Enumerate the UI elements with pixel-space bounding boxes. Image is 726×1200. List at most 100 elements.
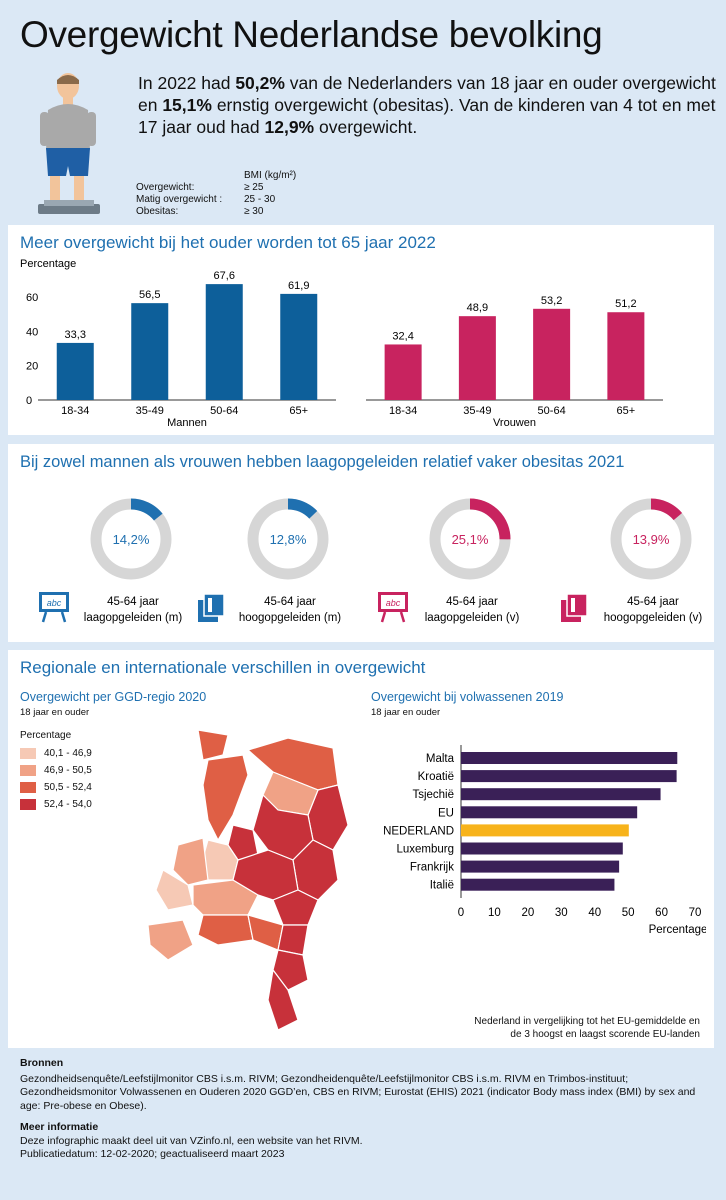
donut-label-line1: 45-64 jaar — [446, 596, 498, 608]
women-x-axis-label: Vrouwen — [493, 417, 536, 429]
eu-bar — [461, 824, 629, 837]
region-section-title: Regionale en internationale verschillen … — [20, 658, 426, 677]
women-bar — [607, 312, 645, 400]
donut-arc — [247, 498, 329, 580]
eu-x-tick-label: 70 — [689, 907, 702, 919]
donut-arc — [610, 498, 692, 580]
donut-label-line1: 45-64 jaar — [107, 596, 159, 608]
men-category-label: 65+ — [289, 405, 308, 417]
donut-label-line2: hoogopgeleiden (v) — [604, 612, 703, 624]
men-category-label: 35-49 — [136, 405, 164, 417]
page-title: Overgewicht Nederlandse bevolking — [20, 14, 603, 55]
men-bar — [131, 303, 169, 400]
eu-bar — [461, 878, 615, 891]
eu-x-tick-label: 60 — [655, 907, 668, 919]
netherlands-map — [148, 730, 348, 1031]
donut-value-label: 25,1% — [452, 532, 489, 547]
eu-x-tick-label: 10 — [488, 907, 501, 919]
donut-value-label: 13,9% — [633, 532, 670, 547]
svg-text:abc: abc — [386, 598, 401, 608]
more-info-heading: Meer informatie — [20, 1121, 99, 1133]
men-category-label: 50-64 — [210, 405, 238, 417]
eu-chart-note: Nederland in vergelijking tot het EU-gem… — [474, 1016, 700, 1040]
y-axis-label: Percentage — [20, 258, 76, 270]
men-value-label: 61,9 — [288, 280, 309, 292]
map-title: Overgewicht per GGD-regio 2020 — [20, 690, 207, 704]
more-info-line2: Publicatiedatum: 12-02-2020; geactualise… — [20, 1148, 285, 1160]
y-tick-label: 60 — [26, 292, 38, 304]
eu-chart-subtitle: 18 jaar en ouder — [371, 707, 441, 718]
women-value-label: 51,2 — [615, 298, 636, 310]
legend-title: Percentage — [20, 730, 72, 741]
books-icon — [561, 593, 588, 622]
eu-category-label: Luxemburg — [396, 844, 454, 856]
books-icon — [198, 593, 225, 622]
map-subtitle: 18 jaar en ouder — [20, 707, 90, 718]
region-panel: Regionale en internationale verschillen … — [8, 650, 714, 1048]
eu-chart-title: Overgewicht bij volwassenen 2019 — [371, 690, 564, 704]
women-bar — [458, 316, 496, 400]
eu-x-tick-label: 40 — [588, 907, 601, 919]
women-bar — [384, 344, 422, 400]
age-panel: Meer overgewicht bij het ouder worden to… — [8, 225, 714, 435]
eu-bar — [461, 752, 678, 764]
legend-swatch — [20, 782, 36, 793]
donut-arc — [90, 498, 172, 580]
svg-text:abc: abc — [47, 598, 62, 608]
eu-category-label: Kroatië — [418, 771, 454, 783]
women-bar — [533, 308, 571, 400]
men-category-label: 18-34 — [61, 405, 89, 417]
women-category-label: 18-34 — [389, 405, 417, 417]
education-panel: Bij zowel mannen als vrouwen hebben laag… — [8, 444, 714, 642]
eu-category-label: EU — [438, 807, 454, 819]
eu-bar — [461, 842, 623, 855]
eu-category-label: Tsjechië — [412, 789, 454, 801]
legend-swatch — [20, 799, 36, 810]
men-bar — [56, 342, 94, 400]
y-tick-label: 0 — [26, 395, 32, 407]
legend-swatch — [20, 765, 36, 776]
eu-category-label: Malta — [426, 753, 455, 765]
y-tick-label: 20 — [26, 361, 38, 373]
donut-label-line2: laagopgeleiden (v) — [425, 612, 520, 624]
eu-bar — [461, 788, 661, 801]
eu-x-tick-label: 0 — [458, 907, 464, 919]
eu-category-label: Italië — [430, 880, 454, 892]
donut-label-line1: 45-64 jaar — [627, 596, 679, 608]
eu-category-label: Frankrijk — [410, 862, 454, 874]
eu-category-label: NEDERLAND — [383, 825, 454, 837]
men-value-label: 67,6 — [214, 270, 235, 282]
women-category-label: 50-64 — [538, 405, 566, 417]
bmi-table: BMI (kg/m²) Overgewicht: ≥ 25 Matig overg… — [136, 170, 297, 217]
abc-board-icon: abc — [39, 592, 69, 623]
age-bar-charts: Percentage 0 20 40 60 33,3 18-34 56,5 35-49 67,6 5… — [20, 258, 663, 429]
eu-bar — [461, 860, 620, 873]
eu-x-tick-label: 50 — [622, 907, 635, 919]
abc-board-icon: abc — [378, 592, 408, 623]
age-section-title: Meer overgewicht bij het ouder worden to… — [20, 233, 436, 252]
map-legend: 40,1 - 46,9 46,9 - 50,5 50,5 - 52,4 52,4… — [20, 745, 92, 813]
intro-text: In 2022 had 50,2% van de Nederlanders va… — [138, 73, 716, 137]
donut-value-label: 12,8% — [270, 532, 307, 547]
education-section-title: Bij zowel mannen als vrouwen hebben laag… — [20, 453, 625, 471]
eu-x-tick-label: 30 — [555, 907, 568, 919]
education-donuts: 14,2% abc 45-64 jaar laagopgeleiden (m) 12,8… — [39, 498, 703, 624]
donut-label-line2: hoogopgeleiden (m) — [239, 612, 341, 624]
men-value-label: 56,5 — [139, 289, 160, 301]
eu-bar — [461, 770, 677, 783]
men-value-label: 33,3 — [65, 329, 86, 341]
men-bar — [280, 293, 318, 400]
more-info-line1: Deze infographic maakt deel uit van VZin… — [20, 1134, 363, 1147]
sources-block: Bronnen Gezondheidsenquête/Leefstijlmoni… — [20, 1057, 710, 1162]
legend-swatch — [20, 748, 36, 759]
women-value-label: 32,4 — [392, 330, 413, 342]
person-on-scale-icon — [38, 73, 100, 214]
men-x-axis-label: Mannen — [167, 417, 207, 429]
bmi-header: BMI (kg/m²) — [244, 170, 297, 181]
eu-x-tick-label: 20 — [521, 907, 534, 919]
y-tick-label: 40 — [26, 326, 38, 338]
sources-heading: Bronnen — [20, 1057, 64, 1069]
women-category-label: 65+ — [617, 405, 636, 417]
women-value-label: 48,9 — [467, 302, 488, 314]
donut-value-label: 14,2% — [113, 532, 150, 547]
